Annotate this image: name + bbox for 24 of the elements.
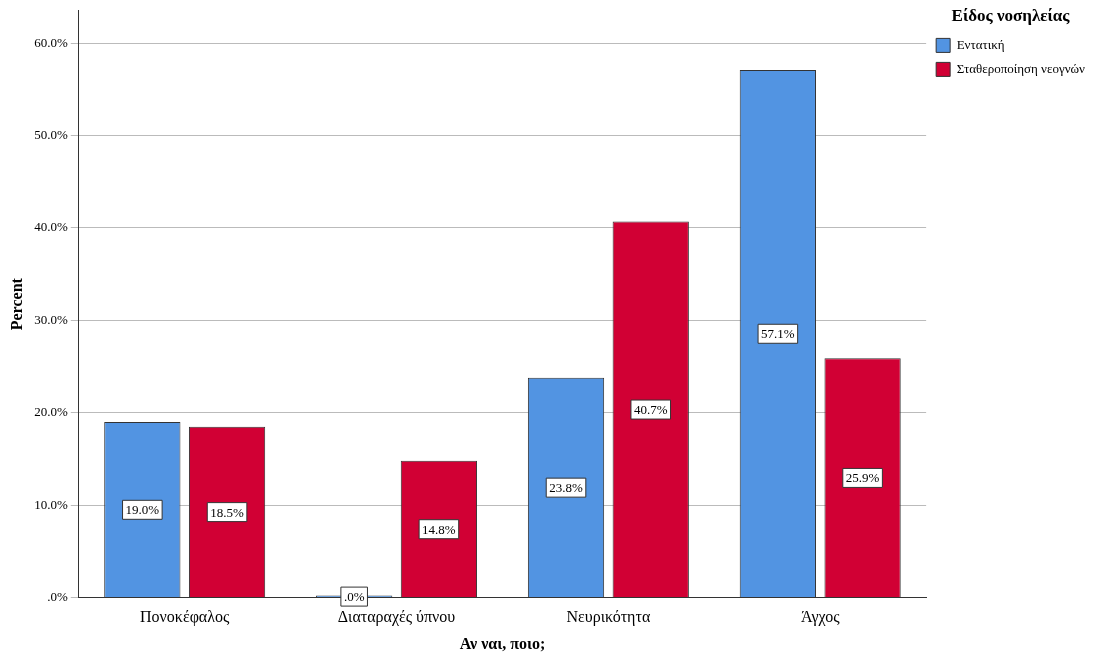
legend-title: Είδος νοσηλείας (951, 5, 1071, 25)
legend-label: Εντατική (956, 36, 1005, 52)
data-label: 18.5% (210, 504, 245, 520)
y-tick-label: 20.0% (34, 404, 68, 420)
x-tick-label: Νευρικότητα (566, 608, 651, 627)
data-label: 14.8% (422, 521, 456, 537)
data-label: 25.9% (845, 470, 880, 486)
data-label: .0% (343, 589, 365, 605)
x-axis-title: Αν ναι, ποιο; (459, 634, 546, 652)
y-axis-title: Percent (7, 277, 25, 331)
x-tick-label: Άγχος (800, 608, 841, 627)
x-tick-label: Πονοκέφαλος (140, 608, 231, 627)
y-tick-label: 10.0% (34, 496, 68, 512)
legend-label: Σταθεροποίηση νεογνών (956, 60, 1086, 76)
y-tick-label: 30.0% (34, 311, 68, 327)
x-tick-label: Διαταραχές ύπνου (337, 608, 456, 627)
y-tick-label: .0% (47, 589, 68, 605)
y-tick-label: 60.0% (34, 34, 68, 50)
data-label: 19.0% (125, 502, 160, 518)
data-label: 40.7% (633, 401, 668, 417)
data-label: 57.1% (761, 326, 795, 342)
y-tick-label: 50.0% (34, 126, 68, 142)
y-tick-label: 40.0% (34, 219, 68, 235)
data-label: 23.8% (549, 480, 583, 496)
